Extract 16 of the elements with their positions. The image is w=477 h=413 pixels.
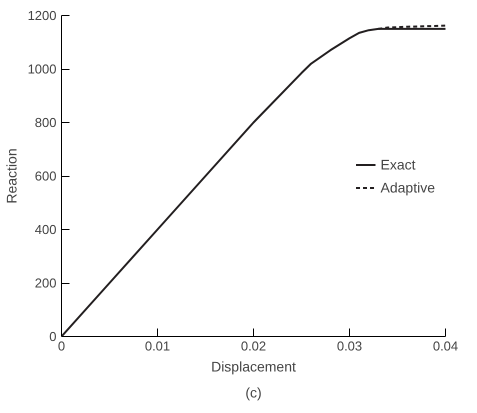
x-tick-label: 0.04 (432, 338, 458, 354)
x-tick-label: 0.01 (144, 338, 170, 354)
x-axis-title: Displacement (211, 358, 296, 374)
x-tick-label: 0.03 (336, 338, 362, 354)
y-tick-label: 0 (49, 329, 57, 344)
legend-label: Adaptive (380, 179, 435, 195)
y-tick-label: 600 (34, 168, 57, 184)
y-axis-title: Reaction (4, 148, 20, 204)
y-tick-label: 400 (34, 222, 57, 237)
y-tick-label: 800 (34, 115, 57, 130)
legend-label: Exact (380, 156, 416, 172)
x-tick-label: 0.02 (240, 338, 266, 354)
y-tick-label: 200 (34, 276, 57, 290)
text: (c) (245, 384, 262, 400)
y-tick-label: 1200 (28, 8, 56, 23)
y-tick-label: 1000 (28, 62, 56, 76)
